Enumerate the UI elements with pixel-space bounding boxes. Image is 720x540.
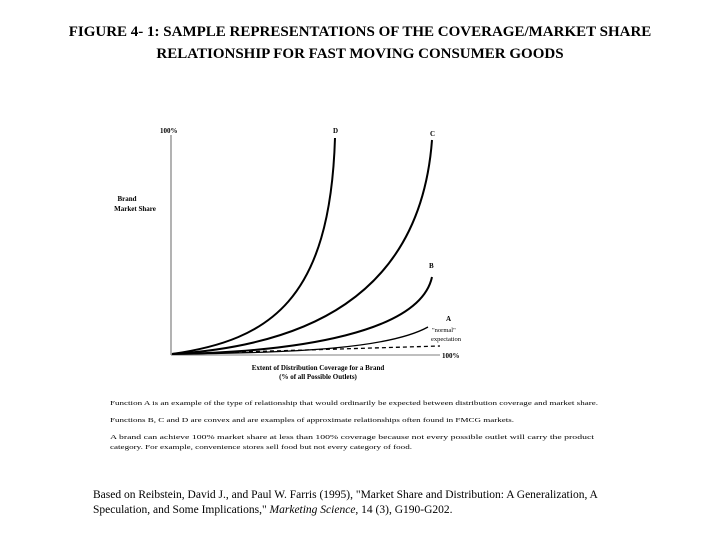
curve-d: [171, 137, 336, 355]
note: category. For example, convenience store…: [110, 444, 413, 451]
note: Function A is an example of the type of …: [110, 400, 598, 407]
curve-label: D: [333, 127, 338, 135]
note: A brand can achieve 100% market share at…: [110, 434, 594, 441]
title-line: RELATIONSHIP FOR FAST MOVING CONSUMER GO…: [156, 46, 563, 62]
x-end-label: 100%: [442, 352, 460, 360]
title-line: FIGURE 4- 1: SAMPLE REPRESENTATIONS OF T…: [69, 24, 652, 40]
curve-label: A: [446, 315, 451, 323]
a-note: expectation: [431, 336, 462, 343]
figure: 100% Brand Market Share D C B A "normal"…: [114, 127, 462, 381]
note: Functions B, C and D are convex and are …: [110, 417, 514, 424]
citation-part: Speculation, and Some Implications,": [93, 504, 270, 516]
journal: Marketing Science: [269, 504, 356, 516]
dashed-line: [171, 345, 441, 355]
curve-a: [171, 326, 429, 355]
y-axis-label: Brand: [117, 195, 136, 203]
citation: Based on Reibstein, David J., and Paul W…: [93, 489, 599, 501]
citation-part: , 14 (3), G190-G202.: [355, 504, 452, 516]
citation: Speculation, and Some Implications," Mar…: [93, 504, 453, 516]
y-top-label: 100%: [160, 127, 178, 135]
curve-label: B: [429, 262, 434, 270]
curve-b: [171, 276, 433, 355]
x-axis-label: (% of all Possible Outlets): [279, 373, 357, 381]
curve-label: C: [430, 130, 435, 138]
curve-c: [171, 139, 433, 355]
a-note: "normal": [432, 327, 456, 334]
y-axis-label: Market Share: [114, 205, 156, 213]
x-axis-label: Extent of Distribution Coverage for a Br…: [252, 364, 385, 372]
